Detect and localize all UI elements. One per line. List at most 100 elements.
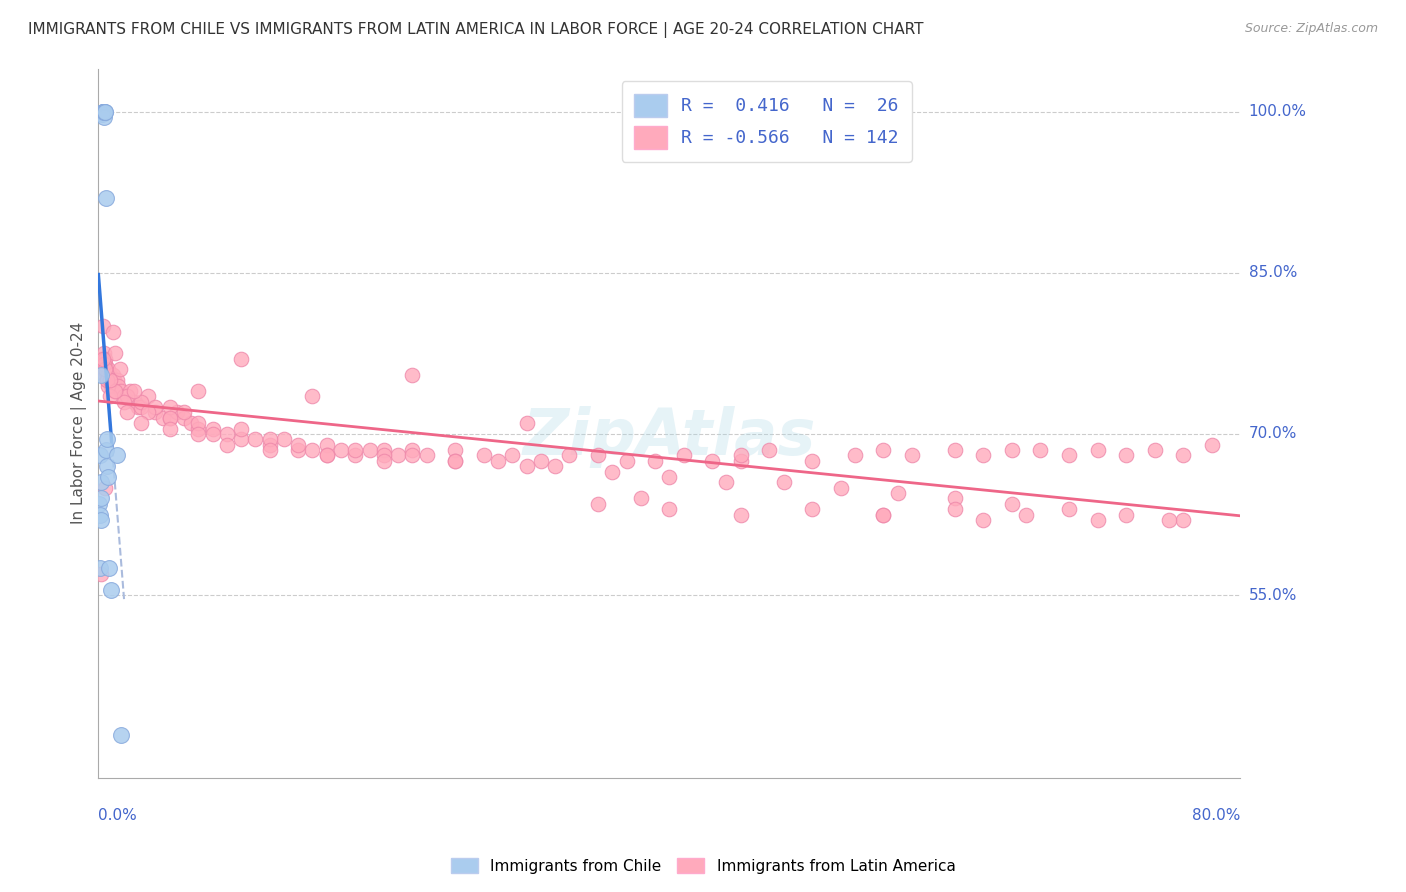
Point bbox=[115, 389, 138, 403]
Point bbox=[93, 346, 115, 360]
Point bbox=[444, 454, 467, 468]
Point bbox=[96, 373, 118, 387]
Point bbox=[702, 454, 724, 468]
Point bbox=[94, 357, 117, 371]
Point bbox=[630, 491, 652, 506]
Point bbox=[159, 400, 181, 414]
Point bbox=[516, 459, 538, 474]
Point bbox=[129, 394, 152, 409]
Point bbox=[98, 368, 121, 382]
Point bbox=[472, 449, 495, 463]
Point bbox=[136, 389, 159, 403]
Text: 100.0%: 100.0% bbox=[1249, 104, 1306, 119]
Point bbox=[122, 394, 145, 409]
Point bbox=[94, 190, 117, 204]
Point bbox=[287, 443, 309, 458]
Text: 85.0%: 85.0% bbox=[1249, 265, 1296, 280]
Point bbox=[486, 454, 509, 468]
Point bbox=[501, 449, 523, 463]
Point bbox=[344, 449, 367, 463]
Point bbox=[110, 384, 132, 398]
Text: ZipAtlas: ZipAtlas bbox=[523, 407, 815, 468]
Point bbox=[415, 449, 437, 463]
Point bbox=[600, 465, 623, 479]
Point bbox=[1057, 449, 1080, 463]
Point bbox=[145, 400, 167, 414]
Legend: Immigrants from Chile, Immigrants from Latin America: Immigrants from Chile, Immigrants from L… bbox=[444, 852, 962, 880]
Point bbox=[94, 351, 117, 366]
Point bbox=[90, 351, 112, 366]
Point bbox=[586, 449, 609, 463]
Point bbox=[91, 106, 114, 120]
Point bbox=[387, 449, 409, 463]
Point bbox=[1173, 513, 1195, 527]
Point bbox=[359, 443, 381, 458]
Point bbox=[1029, 443, 1052, 458]
Text: Source: ZipAtlas.com: Source: ZipAtlas.com bbox=[1244, 22, 1378, 36]
Point bbox=[112, 389, 135, 403]
Point bbox=[844, 449, 866, 463]
Point bbox=[201, 427, 224, 442]
Point bbox=[93, 104, 115, 119]
Point bbox=[530, 454, 553, 468]
Point bbox=[315, 449, 337, 463]
Point bbox=[287, 438, 309, 452]
Point bbox=[91, 104, 114, 119]
Text: 70.0%: 70.0% bbox=[1249, 426, 1296, 442]
Point bbox=[972, 513, 994, 527]
Point bbox=[201, 421, 224, 435]
Point bbox=[112, 394, 135, 409]
Point bbox=[516, 416, 538, 430]
Point bbox=[344, 443, 367, 458]
Point bbox=[173, 405, 195, 419]
Point bbox=[152, 410, 174, 425]
Point bbox=[730, 508, 752, 522]
Point bbox=[129, 400, 152, 414]
Point bbox=[658, 502, 681, 516]
Point bbox=[444, 443, 467, 458]
Point bbox=[89, 497, 111, 511]
Point bbox=[98, 561, 121, 575]
Point bbox=[159, 421, 181, 435]
Point bbox=[90, 475, 112, 490]
Point bbox=[772, 475, 794, 490]
Point bbox=[145, 405, 167, 419]
Point bbox=[101, 325, 124, 339]
Point bbox=[118, 384, 141, 398]
Point bbox=[187, 416, 209, 430]
Point bbox=[658, 470, 681, 484]
Point bbox=[105, 449, 128, 463]
Point bbox=[91, 104, 114, 119]
Legend: R =  0.416   N =  26, R = -0.566   N = 142: R = 0.416 N = 26, R = -0.566 N = 142 bbox=[621, 81, 911, 161]
Point bbox=[229, 433, 252, 447]
Text: 55.0%: 55.0% bbox=[1249, 588, 1296, 603]
Point bbox=[93, 110, 115, 124]
Point bbox=[129, 416, 152, 430]
Point bbox=[315, 438, 337, 452]
Point bbox=[401, 368, 423, 382]
Point bbox=[90, 491, 112, 506]
Point bbox=[301, 389, 323, 403]
Point bbox=[91, 319, 114, 334]
Point bbox=[91, 351, 114, 366]
Point bbox=[544, 459, 567, 474]
Point bbox=[159, 410, 181, 425]
Point bbox=[94, 481, 117, 495]
Point bbox=[101, 368, 124, 382]
Point bbox=[872, 443, 894, 458]
Text: IMMIGRANTS FROM CHILE VS IMMIGRANTS FROM LATIN AMERICA IN LABOR FORCE | AGE 20-2: IMMIGRANTS FROM CHILE VS IMMIGRANTS FROM… bbox=[28, 22, 924, 38]
Point bbox=[108, 362, 131, 376]
Point bbox=[259, 438, 281, 452]
Point bbox=[1087, 513, 1109, 527]
Point bbox=[96, 459, 118, 474]
Point bbox=[730, 449, 752, 463]
Point bbox=[943, 502, 966, 516]
Point bbox=[90, 566, 112, 581]
Point bbox=[245, 433, 267, 447]
Point bbox=[730, 454, 752, 468]
Point bbox=[315, 449, 337, 463]
Point bbox=[98, 389, 121, 403]
Point bbox=[1115, 508, 1137, 522]
Point bbox=[104, 384, 127, 398]
Point bbox=[801, 454, 824, 468]
